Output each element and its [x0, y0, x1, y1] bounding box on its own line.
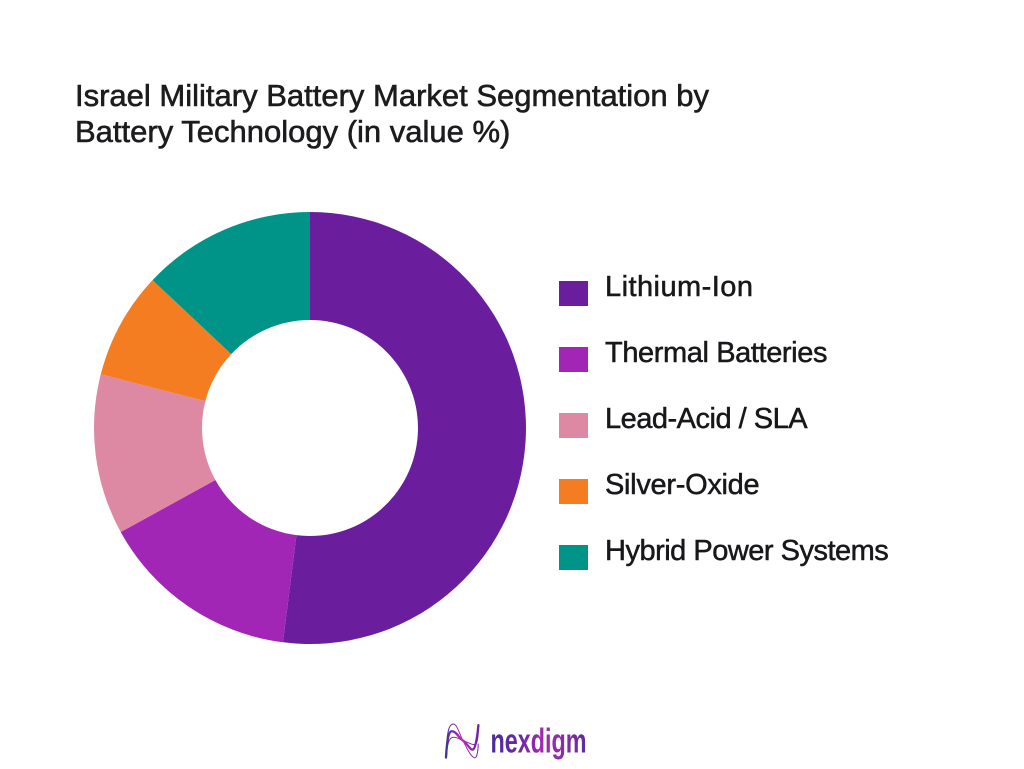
svg-text:nexdigm: nexdigm [491, 722, 587, 760]
